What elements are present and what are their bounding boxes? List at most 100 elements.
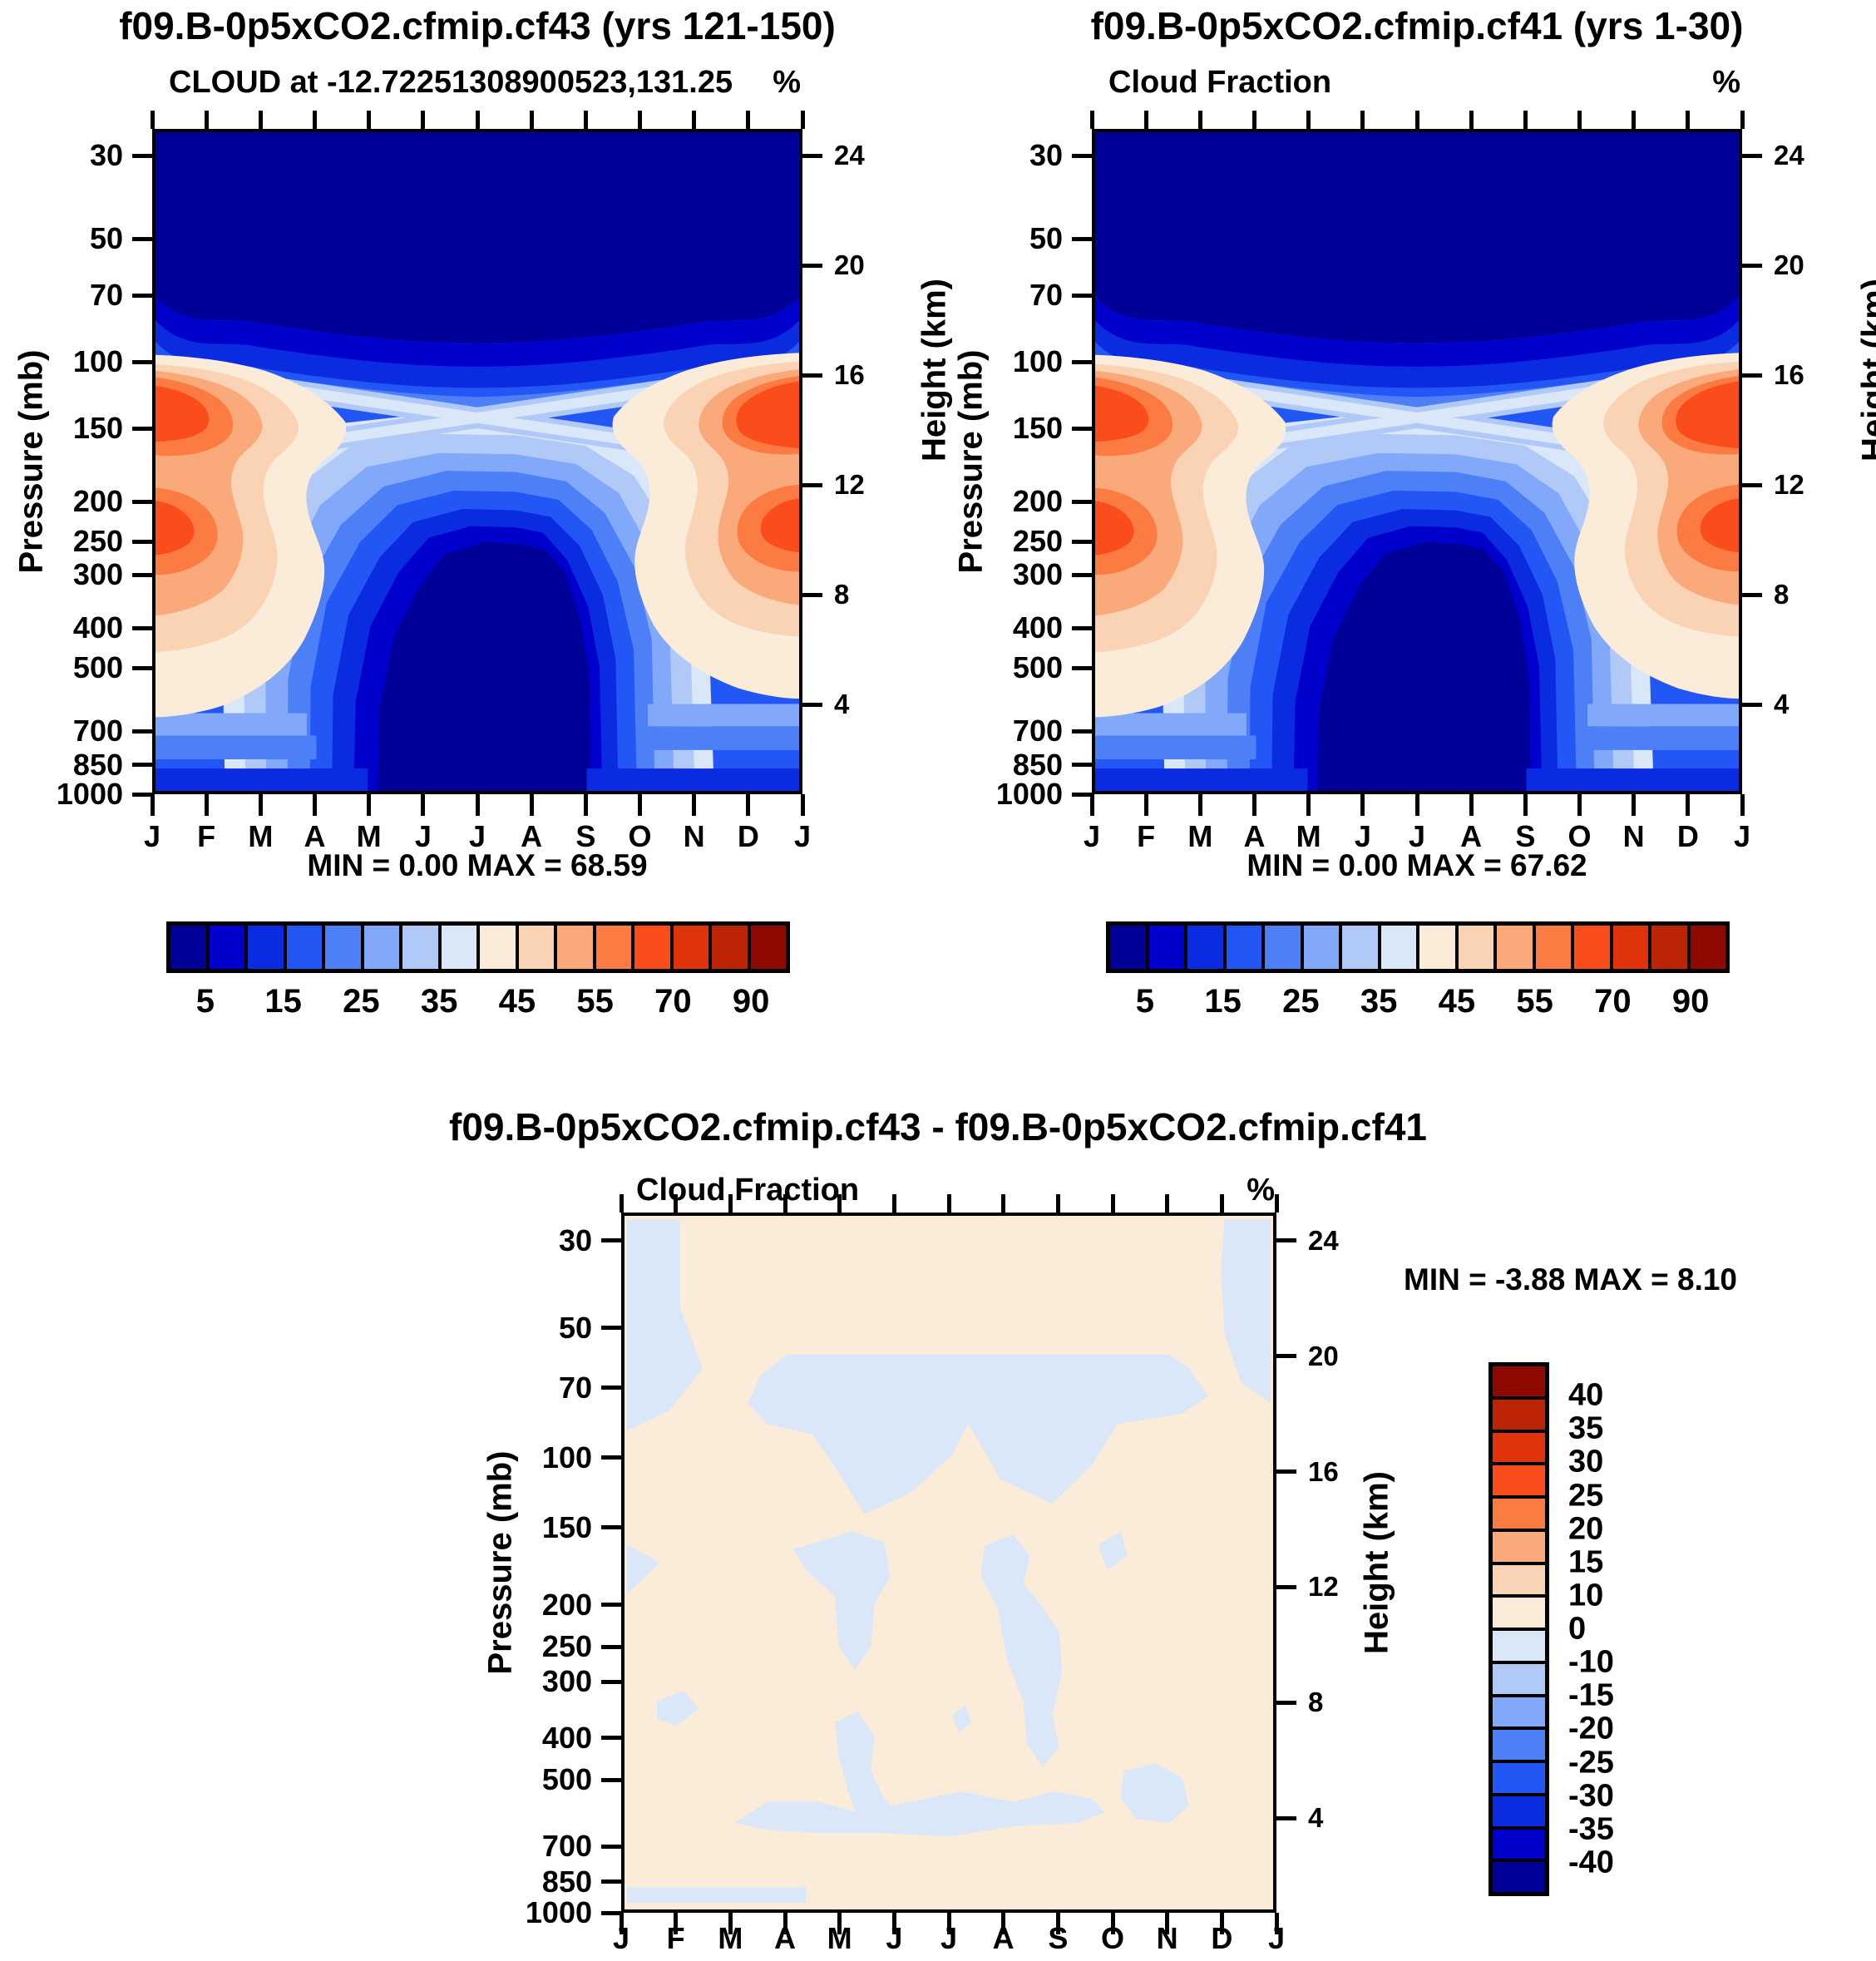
colorbar-cell — [1263, 924, 1302, 971]
colorbar-cell — [671, 924, 710, 971]
colorbar-tick-label: 90 — [1671, 983, 1710, 1020]
colorbar-tick-label: 15 — [1204, 983, 1242, 1020]
height-tick — [1742, 263, 1762, 268]
contour-fill-region — [1579, 726, 1739, 750]
colorbar-cell — [401, 924, 440, 971]
panel2-minmax: MIN = 0.00 MAX = 67.62 — [1247, 848, 1587, 882]
month-tick-top — [1001, 1194, 1006, 1213]
month-tick-bottom — [1274, 1913, 1279, 1934]
colorbar-tick-label: -15 — [1568, 1677, 1614, 1713]
height-tick — [802, 702, 822, 707]
height-tick-label: 4 — [1308, 1802, 1324, 1834]
height-tick — [1276, 1584, 1296, 1589]
contour-fill-region — [1095, 385, 1149, 442]
month-tick-top — [946, 1194, 951, 1213]
colorbar-tick-label: 5 — [1135, 983, 1154, 1020]
colorbar-tick-label: -30 — [1568, 1778, 1614, 1814]
pressure-tick — [601, 1736, 621, 1740]
pressure-tick — [132, 153, 152, 158]
pressure-tick-label: 850 — [541, 1864, 592, 1899]
month-tick-top — [313, 111, 317, 129]
contour-fill-region — [156, 297, 799, 367]
month-tick-bottom — [692, 794, 697, 816]
contour-fill-region — [792, 1531, 891, 1671]
colorbar-cell — [1491, 1761, 1547, 1795]
contour-fill-region — [1587, 704, 1739, 727]
pressure-tick — [601, 1455, 621, 1460]
colorbar-cell — [323, 924, 363, 971]
pressure-tick — [132, 539, 152, 544]
contour-fill-region — [1098, 1531, 1128, 1570]
contour-fill-region — [657, 1691, 699, 1726]
pressure-tick — [1072, 792, 1092, 797]
pressure-tick — [1072, 539, 1092, 544]
contour-fill-region — [1095, 713, 1247, 736]
contour-fill-region — [748, 1354, 1208, 1514]
month-tick-label: F — [1137, 819, 1156, 853]
pressure-tick-label: 30 — [89, 138, 123, 172]
month-tick-top — [1143, 111, 1148, 129]
month-tick-top — [1632, 111, 1637, 129]
panel3-contour-plot — [621, 1213, 1276, 1913]
month-tick-bottom — [946, 1913, 951, 1934]
colorbar-tick-label: 5 — [195, 983, 215, 1020]
contour-fill-region — [627, 1545, 660, 1594]
contour-fill-region — [1095, 501, 1134, 556]
month-tick-top — [692, 111, 697, 129]
pressure-tick-label: 30 — [1029, 138, 1063, 172]
month-tick-label: J — [612, 1921, 630, 1955]
colorbar-tick-label: 55 — [1516, 983, 1553, 1020]
colorbar-cell — [1379, 924, 1418, 971]
pressure-tick — [1072, 665, 1092, 670]
colorbar-tick-label: 10 — [1568, 1578, 1604, 1613]
contour-fill-region — [835, 1712, 897, 1823]
height-tick — [802, 592, 822, 597]
height-tick-label: 12 — [1308, 1571, 1339, 1603]
month-tick-label: J — [1408, 819, 1426, 853]
month-tick-label: N — [1622, 819, 1645, 853]
colorbar-cell — [1491, 1695, 1547, 1729]
month-tick-label: A — [1460, 819, 1483, 853]
month-tick-bottom — [1110, 1913, 1115, 1934]
contour-fill-region — [760, 498, 799, 553]
month-tick-label: S — [1515, 819, 1536, 853]
height-tick — [802, 373, 822, 378]
pressure-tick — [132, 763, 152, 768]
month-tick-label: N — [683, 819, 705, 853]
pressure-tick — [132, 792, 152, 797]
month-tick-label: J — [793, 819, 812, 853]
month-tick-bottom — [728, 1913, 733, 1934]
height-tick-label: 8 — [834, 579, 850, 610]
contour-fill-region — [1526, 768, 1739, 791]
colorbar-cell — [1456, 924, 1495, 971]
month-tick-bottom — [1252, 794, 1256, 816]
contour-fill-region — [156, 320, 799, 388]
month-tick-bottom — [800, 794, 805, 816]
contour-fill-region — [1095, 297, 1739, 367]
contour-fill-region — [1095, 132, 1739, 343]
month-tick-bottom — [1632, 794, 1637, 816]
pressure-tick — [1072, 293, 1092, 298]
colorbar-cell — [594, 924, 633, 971]
panel3-contour-svg — [625, 1216, 1273, 1909]
colorbar-cell — [710, 924, 749, 971]
contour-fill-region — [378, 541, 591, 791]
month-tick-bottom — [1219, 1913, 1224, 1934]
colorbar-tick-label: 20 — [1568, 1511, 1604, 1547]
month-tick-label: O — [1100, 1921, 1125, 1955]
colorbar-tick-label: 30 — [1568, 1444, 1604, 1479]
colorbar-cell — [1491, 1497, 1547, 1530]
colorbar-cell — [1491, 1464, 1547, 1497]
month-tick-top — [800, 111, 805, 129]
colorbar-cell — [1186, 924, 1225, 971]
month-tick-bottom — [619, 1913, 624, 1934]
height-tick-label: 24 — [1774, 140, 1804, 170]
colorbar-tick-label: 35 — [1360, 983, 1398, 1020]
month-tick-label: M — [1187, 819, 1213, 853]
month-tick-bottom — [1414, 794, 1419, 816]
contour-fill-region — [627, 1887, 807, 1903]
pressure-tick-label: 850 — [1012, 747, 1063, 782]
month-tick-top — [1360, 111, 1365, 129]
colorbar-cell — [1491, 1728, 1547, 1761]
month-tick-label: J — [1354, 819, 1371, 853]
